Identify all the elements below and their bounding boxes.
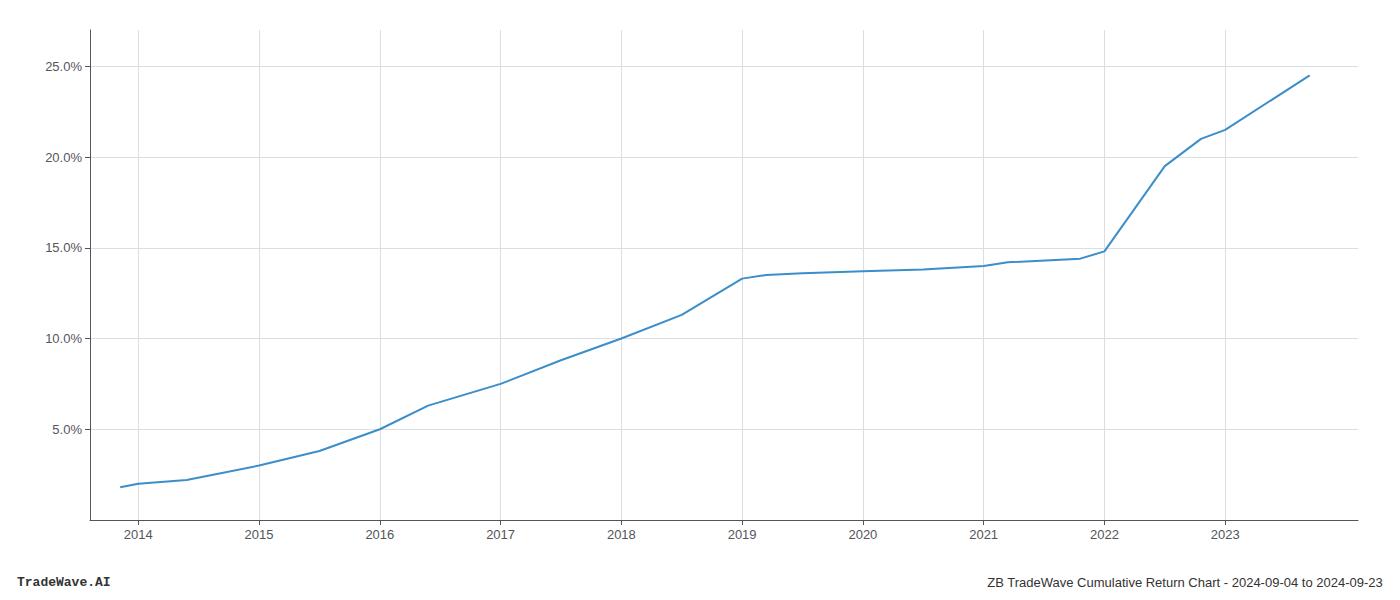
svg-text:2019: 2019 — [728, 527, 757, 542]
svg-text:2015: 2015 — [245, 527, 274, 542]
svg-text:2016: 2016 — [365, 527, 394, 542]
svg-text:2021: 2021 — [969, 527, 998, 542]
svg-text:20.0%: 20.0% — [45, 150, 82, 165]
svg-text:5.0%: 5.0% — [52, 422, 82, 437]
svg-text:2017: 2017 — [486, 527, 515, 542]
svg-text:2023: 2023 — [1211, 527, 1240, 542]
svg-text:TradeWave.AI: TradeWave.AI — [17, 575, 111, 590]
svg-text:2018: 2018 — [607, 527, 636, 542]
svg-text:10.0%: 10.0% — [45, 331, 82, 346]
svg-text:2014: 2014 — [124, 527, 153, 542]
svg-text:15.0%: 15.0% — [45, 240, 82, 255]
svg-text:25.0%: 25.0% — [45, 59, 82, 74]
svg-text:ZB TradeWave Cumulative Return: ZB TradeWave Cumulative Return Chart - 2… — [987, 575, 1382, 590]
svg-text:2020: 2020 — [848, 527, 877, 542]
svg-text:2022: 2022 — [1090, 527, 1119, 542]
